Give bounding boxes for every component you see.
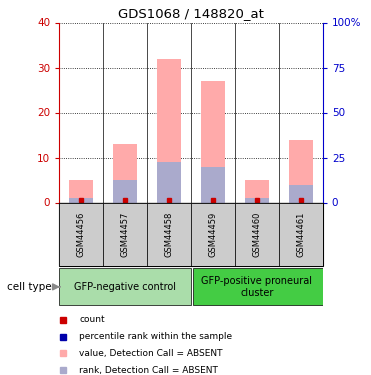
Text: cell type: cell type bbox=[7, 282, 52, 292]
Title: GDS1068 / 148820_at: GDS1068 / 148820_at bbox=[118, 7, 264, 20]
Bar bbox=[201, 81, 225, 203]
Text: GFP-negative control: GFP-negative control bbox=[74, 282, 176, 292]
Bar bbox=[201, 166, 225, 202]
Bar bbox=[245, 198, 269, 202]
Text: percentile rank within the sample: percentile rank within the sample bbox=[79, 332, 232, 341]
Text: GSM44460: GSM44460 bbox=[252, 211, 262, 257]
Text: GSM44456: GSM44456 bbox=[77, 211, 86, 257]
Text: GSM44461: GSM44461 bbox=[296, 211, 305, 257]
Text: rank, Detection Call = ABSENT: rank, Detection Call = ABSENT bbox=[79, 366, 218, 375]
Bar bbox=[245, 180, 269, 203]
Bar bbox=[289, 140, 313, 202]
Bar bbox=[69, 180, 93, 203]
Text: GSM44457: GSM44457 bbox=[121, 211, 130, 257]
Text: GSM44459: GSM44459 bbox=[209, 212, 217, 257]
Bar bbox=[191, 202, 235, 266]
Bar bbox=[193, 268, 323, 305]
Bar bbox=[235, 202, 279, 266]
Bar bbox=[113, 180, 137, 203]
Bar bbox=[103, 202, 147, 266]
Bar bbox=[59, 202, 103, 266]
Bar bbox=[59, 268, 191, 305]
Bar bbox=[157, 162, 181, 202]
Bar bbox=[113, 144, 137, 202]
Text: GFP-positive proneural
cluster: GFP-positive proneural cluster bbox=[201, 276, 312, 298]
Text: count: count bbox=[79, 315, 105, 324]
Bar bbox=[69, 198, 93, 202]
Text: value, Detection Call = ABSENT: value, Detection Call = ABSENT bbox=[79, 349, 223, 358]
Bar bbox=[157, 58, 181, 202]
Bar bbox=[279, 202, 323, 266]
Bar bbox=[289, 184, 313, 202]
Text: GSM44458: GSM44458 bbox=[165, 211, 174, 257]
Bar bbox=[147, 202, 191, 266]
